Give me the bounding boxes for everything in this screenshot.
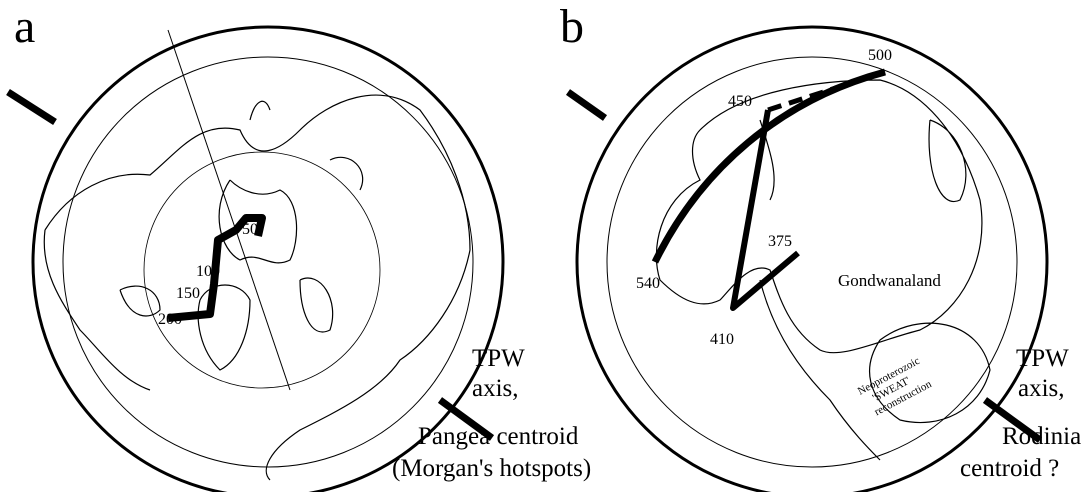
axis-label: axis, — [472, 375, 519, 402]
region-label: Gondwanaland — [838, 271, 941, 290]
path-label: 150 — [176, 285, 200, 302]
tpw-axis — [8, 92, 55, 122]
path-label: 200 — [158, 311, 182, 328]
path-label: 540 — [636, 275, 660, 292]
caption: centroid ? — [960, 455, 1059, 482]
caption: Pangea centroid — [418, 423, 579, 450]
figure: a 50 100 150 200 TPW axis, Pangea centro… — [0, 0, 1082, 492]
globe-rim — [607, 57, 1017, 467]
path-label: 450 — [728, 93, 752, 110]
caption: (Morgan's hotspots) — [392, 455, 591, 482]
coastline — [44, 95, 470, 480]
panel-a: a 50 100 150 200 TPW axis, Pangea centro… — [8, 0, 591, 492]
axis-label: TPW — [472, 345, 525, 372]
path-label: 500 — [868, 47, 892, 64]
panel-letter: b — [560, 0, 584, 53]
globe-rim — [63, 57, 473, 467]
apw-path — [733, 110, 798, 308]
path-label: 375 — [768, 233, 792, 250]
tpw-axis — [568, 92, 605, 118]
axis-label: axis, — [1018, 375, 1065, 402]
meridian — [168, 30, 290, 390]
path-label: 100 — [196, 263, 220, 280]
caption: Rodinia — [1002, 423, 1081, 450]
panel-b: b 500 450 375 540 410 Gondwanaland Neopr… — [560, 0, 1081, 492]
latitude-circle — [144, 152, 380, 388]
coastline — [656, 80, 990, 460]
axis-label: TPW — [1016, 345, 1069, 372]
panel-letter: a — [14, 0, 35, 53]
path-label: 50 — [242, 221, 258, 238]
path-label: 410 — [710, 331, 734, 348]
reconstruction-label: Neoproterozoic 'SWEAT' reconstruction — [856, 355, 934, 421]
